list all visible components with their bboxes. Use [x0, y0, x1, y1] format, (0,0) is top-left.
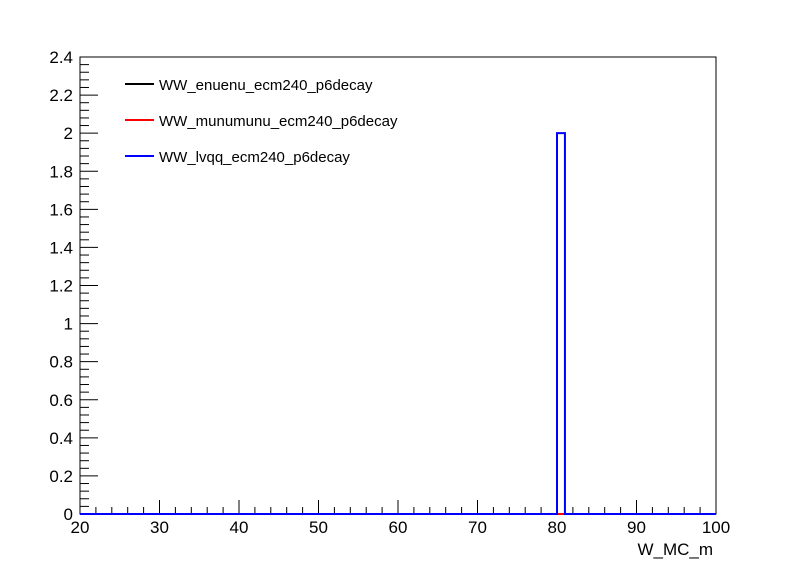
y-tick-label: 2.4 — [49, 48, 73, 67]
y-tick-label: 1.2 — [49, 277, 73, 296]
y-tick-label: 1 — [64, 315, 73, 334]
x-tick-label: 60 — [389, 518, 408, 537]
y-tick-label: 0.2 — [49, 467, 73, 486]
x-tick-label: 40 — [230, 518, 249, 537]
y-tick-label: 0.4 — [49, 429, 73, 448]
y-tick-label: 1.4 — [49, 238, 73, 257]
legend: WW_enuenu_ecm240_p6decay WW_munumunu_ecm2… — [125, 77, 398, 166]
series-line-3 — [80, 132, 716, 515]
y-axis: 0 0.2 0.4 0.6 0.8 1 1.2 1.4 1.6 1.8 2 2.2 2.4 — [49, 48, 98, 524]
x-tick-label: 80 — [548, 518, 567, 537]
y-tick-label: 0.6 — [49, 391, 73, 410]
y-tick-label: 2.2 — [49, 86, 73, 105]
x-tick-label: 70 — [468, 518, 487, 537]
y-tick-label: 2 — [64, 124, 73, 143]
series-layer — [80, 132, 716, 515]
y-tick-label: 1.8 — [49, 162, 73, 181]
x-axis-label: W_MC_m — [637, 540, 713, 559]
legend-entry: WW_munumunu_ecm240_p6decay — [159, 113, 398, 130]
y-tick-label: 0.8 — [49, 353, 73, 372]
legend-entry: WW_lvqq_ecm240_p6decay — [159, 149, 350, 166]
x-tick-label: 90 — [627, 518, 646, 537]
x-axis: 20 30 40 50 60 70 80 90 100 — [71, 500, 730, 537]
x-tick-label: 100 — [702, 518, 730, 537]
y-tick-label: 1.6 — [49, 200, 73, 219]
y-tick-label: 0 — [64, 505, 73, 524]
x-tick-label: 30 — [150, 518, 169, 537]
legend-entry: WW_enuenu_ecm240_p6decay — [159, 77, 373, 94]
x-tick-label: 20 — [71, 518, 90, 537]
x-tick-label: 50 — [309, 518, 328, 537]
